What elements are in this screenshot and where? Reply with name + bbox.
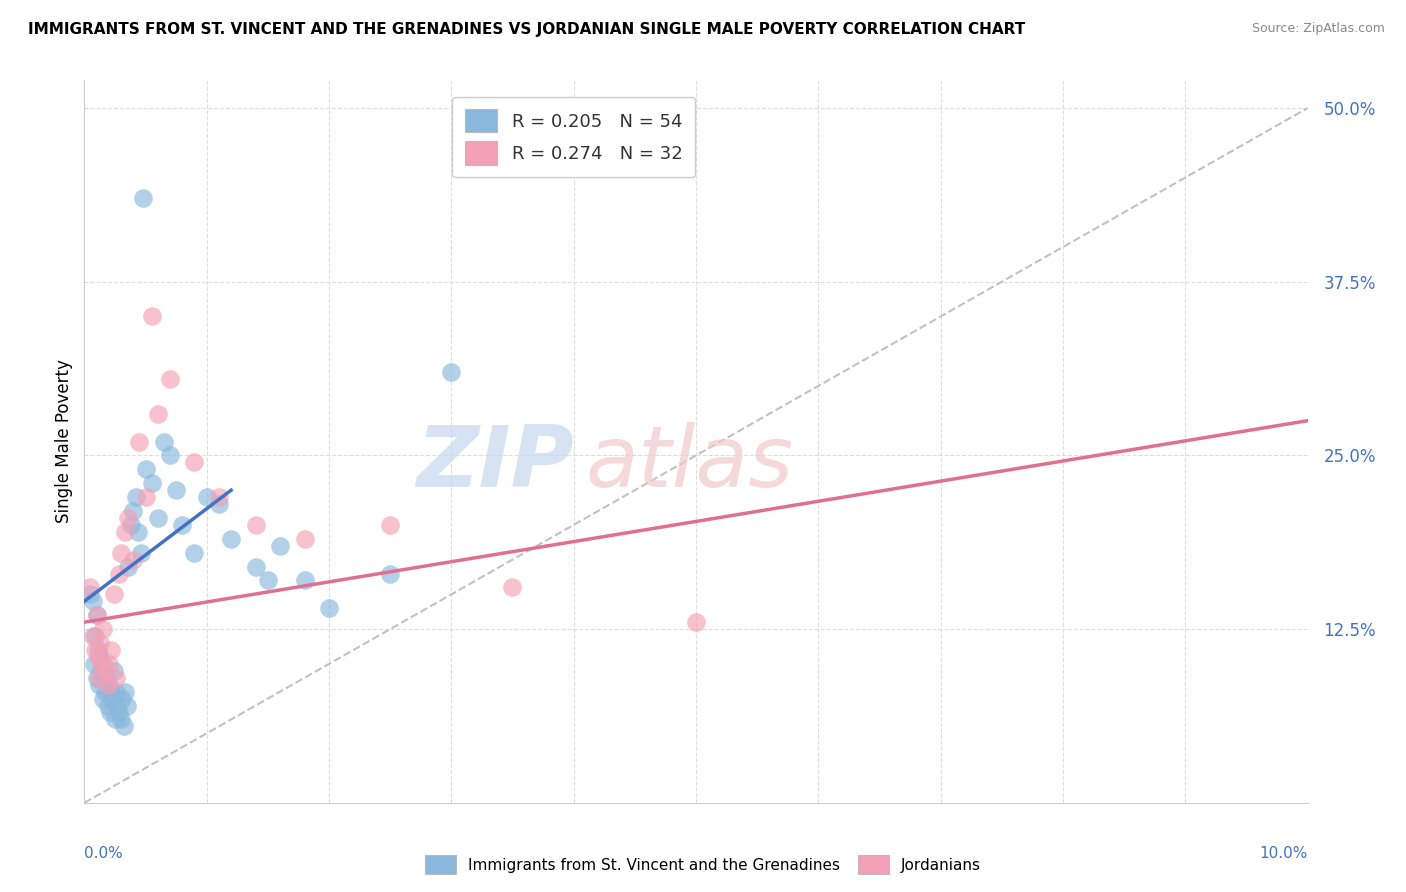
Point — [127, 524, 149, 539]
Text: 0.0%: 0.0% — [84, 847, 124, 861]
Point — [101, 691, 124, 706]
Point — [110, 713, 132, 727]
Point — [115, 698, 138, 713]
Point — [103, 664, 125, 678]
Point — [318, 601, 340, 615]
Point — [141, 476, 163, 491]
Point — [159, 449, 181, 463]
Point — [128, 434, 150, 449]
Legend: Immigrants from St. Vincent and the Grenadines, Jordanians: Immigrants from St. Vincent and the Gren… — [419, 849, 987, 880]
Point — [165, 483, 187, 498]
Point — [87, 671, 110, 685]
Point — [132, 191, 155, 205]
Point — [146, 511, 169, 525]
Point — [111, 691, 134, 706]
Point — [440, 365, 463, 379]
Point — [82, 629, 104, 643]
Point — [208, 497, 231, 511]
Point — [380, 566, 402, 581]
Point — [245, 517, 267, 532]
Point — [89, 649, 111, 664]
Point — [135, 490, 157, 504]
Point — [122, 504, 145, 518]
Point — [83, 657, 105, 671]
Point — [100, 643, 122, 657]
Point — [146, 407, 169, 421]
Point — [103, 587, 125, 601]
Point — [91, 657, 114, 671]
Point — [257, 574, 280, 588]
Point — [195, 490, 218, 504]
Point — [219, 532, 242, 546]
Point — [87, 649, 110, 664]
Point — [107, 566, 129, 581]
Point — [380, 517, 402, 532]
Point — [91, 691, 114, 706]
Point — [141, 310, 163, 324]
Point — [105, 671, 128, 685]
Point — [114, 684, 136, 698]
Point — [135, 462, 157, 476]
Point — [153, 434, 176, 449]
Point — [94, 664, 117, 678]
Point — [122, 552, 145, 566]
Point — [86, 608, 108, 623]
Text: 10.0%: 10.0% — [1260, 847, 1308, 861]
Point — [269, 539, 291, 553]
Point — [110, 546, 132, 560]
Point — [84, 629, 107, 643]
Point — [117, 511, 139, 525]
Point — [94, 684, 117, 698]
Point — [112, 719, 135, 733]
Point — [82, 594, 104, 608]
Point — [208, 490, 231, 504]
Text: ZIP: ZIP — [416, 422, 574, 505]
Point — [89, 636, 111, 650]
Point — [91, 622, 114, 636]
Point — [183, 455, 205, 469]
Point — [90, 657, 112, 671]
Point — [86, 608, 108, 623]
Point — [87, 678, 110, 692]
Point — [245, 559, 267, 574]
Point — [84, 643, 107, 657]
Point — [159, 372, 181, 386]
Point — [97, 698, 120, 713]
Text: Source: ZipAtlas.com: Source: ZipAtlas.com — [1251, 22, 1385, 36]
Legend: R = 0.205   N = 54, R = 0.274   N = 32: R = 0.205 N = 54, R = 0.274 N = 32 — [453, 96, 695, 178]
Point — [100, 684, 122, 698]
Text: atlas: atlas — [586, 422, 794, 505]
Point — [105, 684, 128, 698]
Point — [90, 664, 112, 678]
Point — [183, 546, 205, 560]
Point — [502, 581, 524, 595]
Point — [97, 657, 120, 671]
Point — [125, 490, 148, 504]
Point — [98, 706, 121, 720]
Point — [117, 559, 139, 574]
Point — [685, 615, 707, 630]
Point — [120, 517, 142, 532]
Point — [96, 671, 118, 685]
Point — [294, 574, 316, 588]
Point — [86, 671, 108, 685]
Point — [97, 678, 120, 692]
Point — [79, 581, 101, 595]
Point — [107, 706, 129, 720]
Point — [129, 546, 152, 560]
Point — [172, 517, 194, 532]
Point — [79, 587, 101, 601]
Point — [104, 713, 127, 727]
Point — [105, 698, 128, 713]
Point — [97, 678, 120, 692]
Text: IMMIGRANTS FROM ST. VINCENT AND THE GRENADINES VS JORDANIAN SINGLE MALE POVERTY : IMMIGRANTS FROM ST. VINCENT AND THE GREN… — [28, 22, 1025, 37]
Point — [294, 532, 316, 546]
Y-axis label: Single Male Poverty: Single Male Poverty — [55, 359, 73, 524]
Point — [87, 643, 110, 657]
Point — [114, 524, 136, 539]
